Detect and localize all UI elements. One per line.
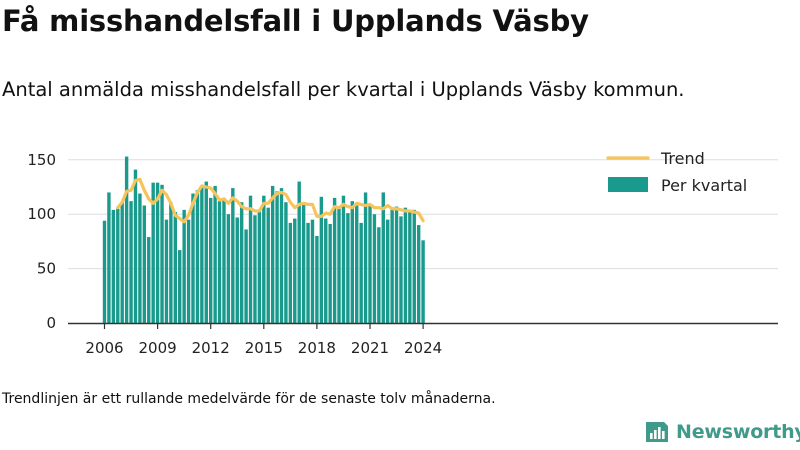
bar	[394, 206, 399, 323]
chart-area: 0 50 100 150 2006 2009 2012 2015 2018 2021 2024 Tr…	[27, 149, 778, 357]
bar	[248, 195, 253, 323]
bar	[133, 169, 138, 323]
bar	[332, 197, 337, 323]
brand-name: Newsworthy	[676, 421, 800, 443]
bar	[408, 212, 412, 323]
bar	[368, 205, 372, 323]
bar	[160, 184, 164, 323]
bar	[293, 218, 297, 323]
bar	[231, 188, 235, 323]
bar	[279, 188, 284, 323]
bar	[147, 237, 151, 323]
bar	[151, 182, 155, 323]
bar	[403, 207, 408, 323]
bar	[107, 192, 111, 323]
newsworthy-logo-icon	[646, 422, 668, 442]
trend-series	[116, 177, 425, 224]
bar	[301, 202, 306, 323]
bar	[138, 193, 142, 323]
bar	[350, 201, 354, 323]
bar	[239, 202, 244, 323]
bar	[275, 191, 279, 323]
bar	[111, 209, 116, 323]
bar	[262, 195, 266, 323]
bar	[142, 205, 147, 323]
bar	[200, 185, 204, 323]
bar	[213, 185, 217, 323]
bar	[169, 202, 173, 323]
bar	[253, 215, 257, 323]
bar	[386, 219, 390, 323]
bar	[195, 190, 200, 323]
y-tick-label: 50	[37, 260, 56, 278]
bar	[315, 235, 319, 323]
bar	[341, 195, 346, 323]
bar	[346, 213, 350, 323]
bar	[209, 197, 213, 323]
bar	[390, 207, 394, 323]
bar	[355, 205, 359, 323]
x-tick-label: 2021	[351, 339, 389, 357]
x-tick-label: 2018	[298, 339, 336, 357]
bar	[377, 227, 381, 323]
bar	[306, 222, 310, 323]
bar	[222, 197, 226, 323]
bar	[328, 223, 332, 323]
bar	[164, 219, 169, 323]
bar	[284, 202, 288, 323]
bar	[359, 222, 363, 323]
bar	[129, 201, 133, 323]
bar	[155, 182, 160, 323]
bar	[226, 214, 231, 323]
bar	[217, 201, 222, 323]
bar	[191, 193, 195, 323]
footnote: Trendlinjen är ett rullande medelvärde f…	[2, 391, 496, 407]
x-tick-label: 2006	[85, 339, 123, 357]
bar	[363, 192, 368, 323]
bar	[319, 196, 324, 323]
bar	[102, 220, 107, 323]
bar	[337, 208, 341, 323]
x-tick-label: 2009	[139, 339, 177, 357]
bar	[372, 214, 377, 323]
bar	[124, 156, 129, 323]
bar-series	[102, 156, 425, 323]
y-tick-label: 0	[46, 314, 56, 332]
bar	[412, 209, 416, 323]
bar	[173, 212, 177, 323]
bar	[266, 207, 270, 323]
x-tick-label: 2015	[245, 339, 283, 357]
trend-line	[116, 177, 425, 224]
chart-title: Få misshandelsfall i Upplands Väsby	[2, 4, 589, 38]
bar	[120, 202, 124, 323]
bar	[178, 250, 182, 323]
x-tick-label: 2012	[192, 339, 230, 357]
bar	[270, 185, 275, 323]
bar	[399, 216, 403, 323]
legend-bars-swatch	[608, 177, 648, 192]
bar	[416, 225, 421, 323]
bar	[297, 181, 301, 323]
x-tick-label: 2024	[404, 339, 442, 357]
legend-trend-label: Trend	[660, 149, 705, 168]
chart-subtitle: Antal anmälda misshandelsfall per kvarta…	[2, 78, 685, 101]
bar	[204, 181, 208, 323]
bar	[381, 192, 385, 323]
y-tick-label: 150	[27, 151, 56, 169]
legend-bars-label: Per kvartal	[661, 176, 747, 195]
bar	[324, 218, 328, 323]
axes: 0 50 100 150 2006 2009 2012 2015 2018 2021 2024	[27, 151, 778, 357]
bar	[288, 222, 293, 323]
bar	[116, 208, 120, 323]
bar	[257, 209, 262, 323]
bar	[182, 209, 186, 323]
legend: Trend Per kvartal	[606, 149, 747, 195]
brand-logo[interactable]: Newsworthy	[644, 419, 800, 445]
bar	[310, 219, 315, 323]
bar	[186, 219, 191, 323]
y-tick-label: 100	[27, 205, 56, 223]
bar	[421, 240, 425, 323]
bar	[244, 229, 248, 323]
bar	[235, 217, 239, 323]
